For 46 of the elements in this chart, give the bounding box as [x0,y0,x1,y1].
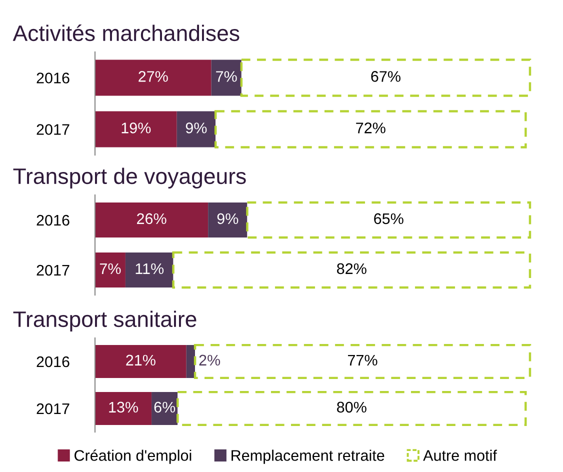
data-label: 80% [337,402,366,413]
data-label: 9% [217,213,238,224]
chart-title: Transport de voyageurs [13,168,246,188]
bar [95,345,186,378]
y-tick-label: 2017 [36,264,70,276]
data-label: 82% [337,263,366,274]
data-label: 7% [100,263,121,274]
data-label: 67% [371,71,400,82]
bar [214,110,527,148]
bar [246,201,532,239]
bar [240,58,532,97]
bar [194,344,532,380]
data-label: 11% [136,263,164,274]
data-label: 6% [154,402,176,413]
data-label: 13% [109,402,138,413]
bar [208,202,248,238]
legend-label: Remplacement retraite [232,450,384,464]
chart-title: Activités marchandises [12,24,240,42]
data-label: 9% [186,122,207,134]
y-tick-label: 2016 [36,356,70,368]
data-label: 2% [199,354,220,366]
y-tick-label: 2016 [36,72,70,84]
data-label: 65% [374,213,404,224]
y-tick-label: 2017 [36,124,70,135]
bar [211,60,242,96]
data-label: 7% [216,71,237,82]
bar [176,390,527,426]
bar [125,252,174,288]
bar [95,392,152,425]
bar [186,345,196,378]
bar [95,252,126,288]
y-tick-label: 2016 [36,214,70,226]
legend-label: Autre motif [423,450,497,461]
y-tick-label: 2017 [36,403,70,414]
data-label: 72% [356,122,386,134]
data-label: 27% [138,71,168,82]
data-label: 21% [126,354,156,366]
data-label: 19% [122,122,151,134]
data-label: 26% [137,213,166,224]
bar [176,111,216,148]
bar [95,202,208,238]
bar [95,60,212,96]
chart-title: Transport sanitaire [13,310,196,332]
bar [95,111,177,148]
data-label: 77% [348,354,378,366]
legend-label: Création d'emploi [74,450,192,464]
